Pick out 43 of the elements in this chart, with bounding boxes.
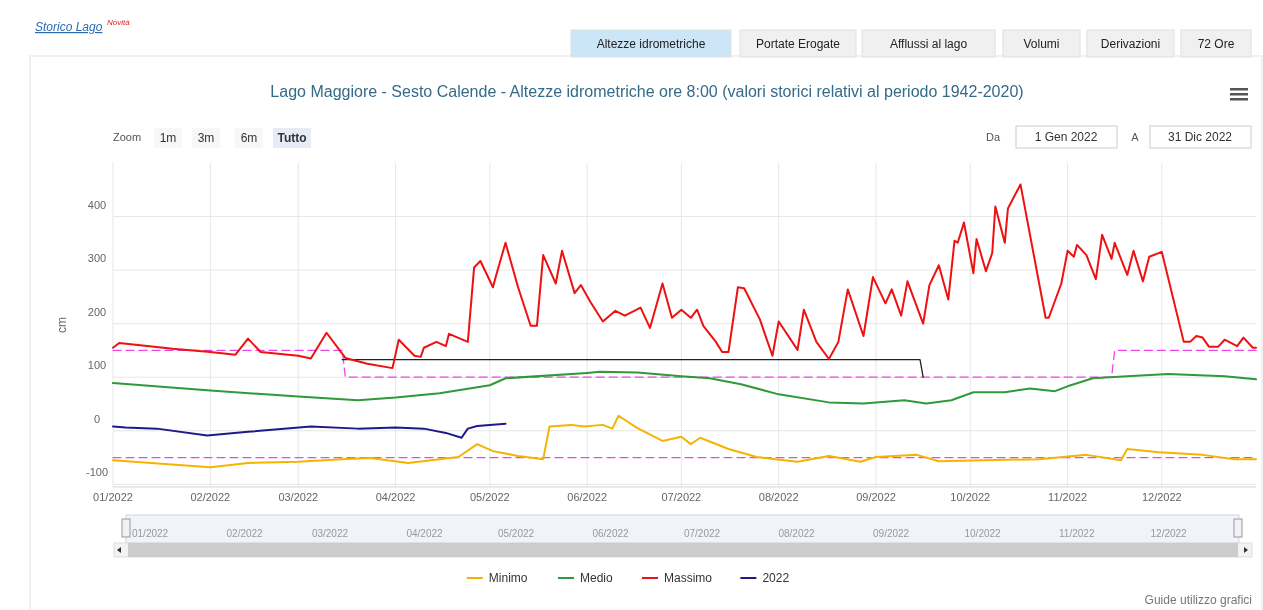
x-tick-label: 09/2022 [856, 491, 896, 503]
y-axis-title: cm [55, 317, 69, 333]
y-tick-label: -100 [85, 466, 109, 479]
legend-label: Medio [580, 571, 614, 585]
text: 72 Ore [1197, 37, 1235, 51]
x-tick-label: 04/2022 [375, 491, 416, 503]
x-tick-label: 10/2022 [950, 491, 991, 503]
text: Da [985, 131, 1001, 143]
x-tick-label: 11/2022 [1048, 491, 1088, 503]
text: Portate Erogate [755, 37, 841, 51]
y-tick-label: 400 [87, 198, 107, 211]
x-tick-label: 05/2022 [469, 491, 510, 503]
legend-label: Massimo [664, 571, 713, 585]
text: Volumi [1023, 37, 1060, 51]
chart-title: Lago Maggiore - Sesto Calende - Altezze idrometriche ore 8:00 (valori storici relativi al periodo 1942-2020) [270, 83, 1024, 100]
text: A [1131, 131, 1140, 143]
text: 1m [159, 131, 177, 145]
text: Altezze idrometriche [596, 37, 706, 51]
x-tick-label: 03/2022 [278, 491, 319, 503]
x-tick-label: 02/2022 [190, 491, 231, 503]
text: Tutto [277, 131, 307, 145]
text: Afflussi al lago [889, 37, 968, 51]
x-tick-label: 08/2022 [758, 491, 799, 503]
text: 1 Gen 2022 [1034, 130, 1098, 144]
y-tick-label: 200 [87, 305, 107, 318]
y-tick-label: 100 [87, 359, 107, 372]
x-tick-label: 01/2022 [93, 491, 133, 503]
text: Derivazioni [1100, 37, 1161, 51]
text: 6m [240, 131, 258, 145]
y-tick-label: 300 [87, 252, 107, 265]
text: Zoom [113, 131, 142, 143]
range-navigator: 01/2022 02/2022 03/2022 04/2022 05/2022 06/2022 07/2022 08/2022 09/2022 10/2022 11/2022 12/2022 [113, 514, 1253, 558]
x-tick-label: 07/2022 [661, 491, 702, 503]
y-tick-label: 0 [93, 412, 101, 425]
text: Storico Lago [35, 20, 103, 34]
text: 3m [197, 131, 215, 145]
legend-label: 2022 [762, 571, 790, 585]
x-tick-label: 12/2022 [1141, 491, 1182, 503]
x-tick-label: 06/2022 [567, 491, 608, 503]
text: Novità [107, 18, 131, 27]
text: Guide utilizzo grafici [1144, 593, 1252, 607]
legend-label: Minimo [488, 571, 528, 585]
text: 31 Dic 2022 [1167, 130, 1233, 144]
